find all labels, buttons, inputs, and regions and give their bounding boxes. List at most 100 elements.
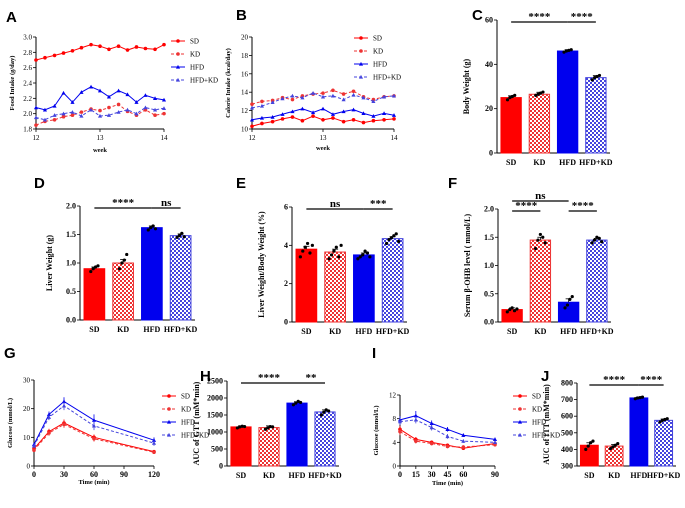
G-legend-label: SD [181,393,190,401]
G-ytick-label: 10 [23,434,31,442]
G-ylabel: Glucose (mmol/L) [7,398,14,448]
I-point-HFD+KD [461,439,466,443]
A-point-SD [89,42,93,47]
I-point-HFD+KD [397,419,403,424]
B-ytick-label: 10 [241,126,249,134]
J-datapoint [616,441,620,446]
C-datapoint [597,73,602,78]
A-point-HFD+KD [106,113,112,117]
A-ylabel: Food Intake (g/day) [9,56,16,111]
I-xlabel: Time (min) [432,480,463,487]
B-point-KD [321,91,325,95]
A-point-KD [153,113,157,117]
J-ytick-label: 400 [561,445,573,454]
D-ylabel: Liver Weight (g) [45,235,54,291]
G-point-KD [152,450,156,455]
I-ytick-label: 12 [389,392,397,400]
H-datapoint [322,410,326,414]
A-point-HFD [97,88,103,93]
B-legend-label: HFD+KD [373,74,401,82]
A-ytick-label: 2.4 [23,80,32,88]
I-xtick-label: 0 [398,470,402,479]
B-point-KD [351,89,356,94]
D-datapoint [89,269,93,274]
G-point-HFD [151,438,157,442]
I-ytick-label: 8 [393,415,397,423]
J-ytick-label: 500 [561,428,573,437]
G-legend-marker [167,394,171,398]
A-legend-marker [175,77,181,82]
C-category-label: KD [533,158,545,167]
A-point-HFD+KD [42,117,48,122]
B-point-HFD [371,114,376,118]
B-point-SD [331,116,335,120]
B-legend-marker [358,61,364,66]
B-ytick-label: 14 [241,89,249,97]
F-datapoint [570,294,574,299]
H-datapoint [327,409,331,413]
C-sig-label: **** [528,11,551,23]
C-datapoint [569,48,573,52]
A-ytick-label: 1.8 [23,126,32,134]
D-datapoint [122,258,126,262]
C-category-label: SD [506,158,516,167]
G-legend-label: HFD [181,419,195,427]
E-datapoint [310,243,314,247]
E-sig-label: *** [370,198,387,210]
C-bar-SD [500,97,522,154]
A-point-SD [52,53,57,58]
B-point-SD [280,117,285,121]
H-datapoint [238,425,242,429]
C-datapoint [590,78,594,82]
panel-label-I: I [372,345,376,362]
I-legend-marker [518,394,522,398]
A-legend-label: SD [190,38,199,46]
I-legend-label: HFD [532,419,546,427]
H-sig-label: ** [306,372,318,384]
I-ytick-label: 4 [393,439,397,447]
H-datapoint [291,403,295,407]
F-datapoint [592,238,597,242]
E-ytick-label: 0 [284,318,288,327]
F-datapoint [505,310,509,314]
I-point-HFD [429,421,434,426]
E-datapoint [387,237,391,242]
B-point-HFD+KD [270,100,275,104]
B-point-HFD+KD [310,91,316,95]
B-point-HFD+KD [351,92,356,97]
A-point-HFD+KD [97,113,103,118]
D-datapoint [96,264,100,268]
D-datapoint [149,226,153,230]
G-xtick-label: 120 [148,470,160,479]
G-point-KD [32,448,36,453]
C-bar-HFD+KD [585,77,607,154]
D-category-label: HFD [143,325,160,334]
E-ytick-label: 6 [284,203,288,212]
B-point-HFD [341,109,346,114]
A-point-KD [98,108,102,113]
H-ylabel: AUC of GTT (mM*min) [192,381,201,465]
H-category-label: HFD+KD [308,471,342,480]
A-legend-marker [176,39,180,43]
J-datapoint [584,447,588,451]
A-point-HFD+KD [61,111,66,116]
A-point-SD [43,55,47,60]
I-legend-marker [517,419,523,424]
F-datapoint [568,297,572,301]
C-datapoint [510,94,514,99]
H-datapoint [240,424,244,428]
B-point-HFD [290,109,295,114]
G-point-KD [47,431,51,435]
B-point-HFD+KD [371,99,376,104]
E-datapoint [361,253,365,257]
I-point-KD [414,439,418,443]
D-datapoint [175,235,179,239]
E-datapoint [389,236,394,240]
D-ytick-label: 2.0 [66,202,76,211]
B-point-HFD [259,115,265,120]
B-point-SD [321,118,325,122]
A-point-SD [98,44,102,48]
G-point-HFD+KD [151,440,157,445]
D-datapoint [177,234,182,238]
E-bar-HFD [353,254,375,323]
